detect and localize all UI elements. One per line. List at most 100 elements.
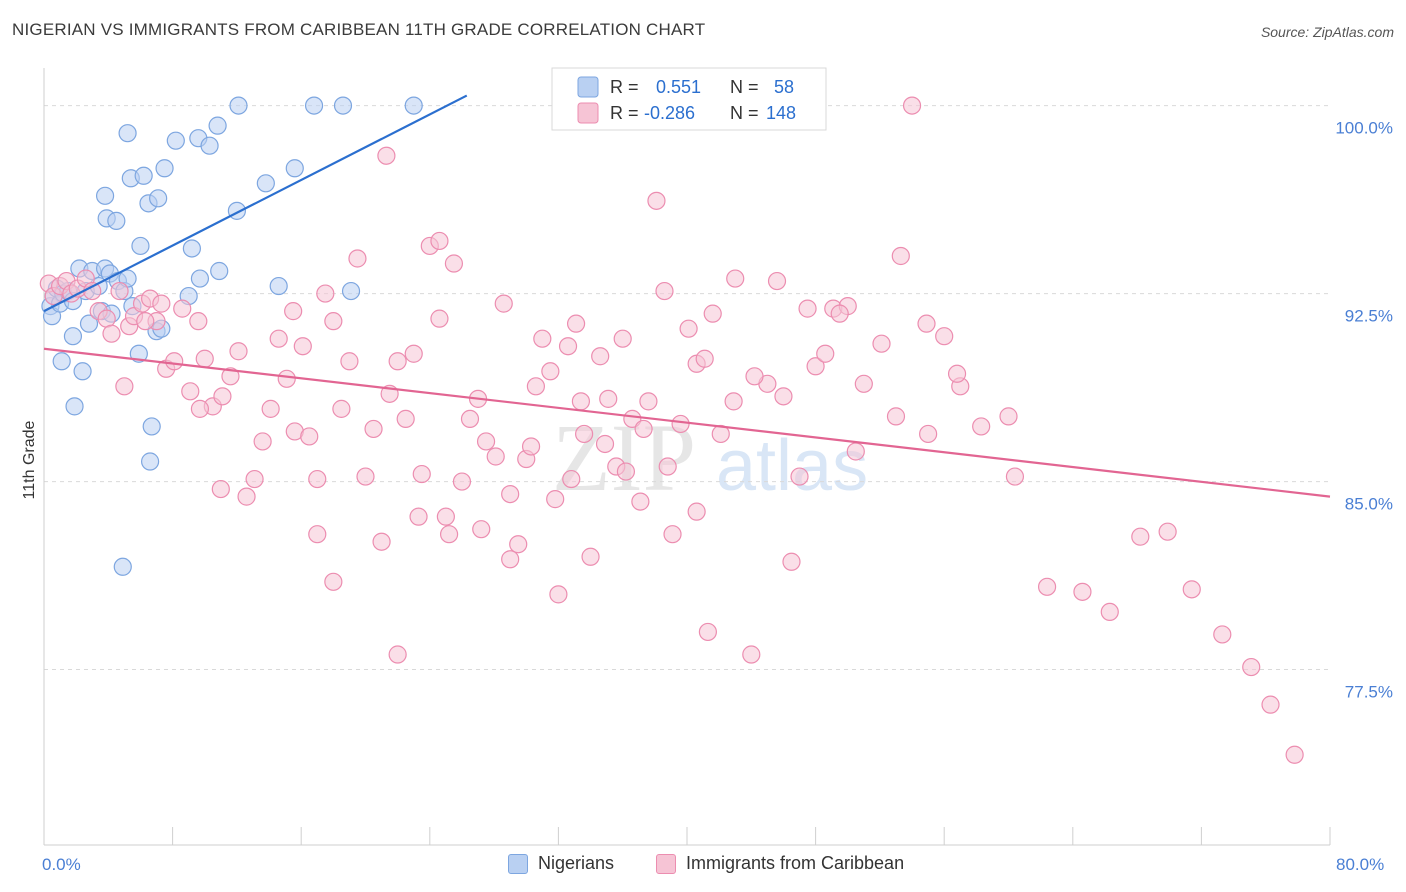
- caribbean-point-103: [999, 407, 1018, 426]
- caribbean-point-43: [364, 419, 383, 439]
- legend-swatch-nigerians: [577, 76, 599, 98]
- caribbean-point-28: [245, 469, 264, 489]
- caribbean-point-126: [595, 434, 615, 454]
- caribbean-point-80: [663, 525, 682, 544]
- nigerian-point-35: [149, 189, 168, 208]
- nigerian-point-25: [65, 397, 84, 416]
- caribbean-point-60: [501, 484, 520, 504]
- nigerian-point-29: [95, 186, 115, 205]
- caribbean-point-142: [1037, 577, 1057, 596]
- x-tick-label-max: 80.0%: [1336, 855, 1384, 874]
- caribbean-point-30: [261, 399, 280, 418]
- nigerian-point-31: [107, 211, 126, 230]
- caribbean-point-46: [388, 352, 407, 371]
- caribbean-point-120: [472, 520, 491, 539]
- nigerian-point-23: [129, 344, 148, 363]
- legend-swatch-caribbean-bottom: [656, 853, 676, 874]
- nigerian-point-40: [200, 136, 219, 155]
- caribbean-point-140: [972, 417, 991, 436]
- caribbean-point-138: [917, 314, 936, 333]
- nigerian-point-38: [182, 239, 201, 258]
- legend-item-nigerians: Nigerians: [508, 853, 614, 874]
- caribbean-point-82: [679, 319, 698, 338]
- caribbean-point-122: [521, 437, 541, 456]
- caribbean-point-144: [1100, 602, 1119, 622]
- watermark-atlas: atlas: [716, 426, 868, 506]
- caribbean-point-10: [102, 324, 121, 343]
- caribbean-point-69: [575, 424, 594, 444]
- legend-r-value-2: -0.286: [644, 103, 695, 123]
- legend-n-label-1: N =: [730, 77, 759, 97]
- caribbean-point-65: [541, 362, 560, 381]
- caribbean-point-70: [581, 547, 600, 566]
- legend-swatch-caribbean: [577, 102, 599, 124]
- caribbean-point-59: [494, 294, 513, 313]
- y-tick-label-3: 100.0%: [1335, 119, 1393, 138]
- caribbean-point-149: [1242, 657, 1261, 677]
- y-tick-labels: 77.5% 85.0% 92.5% 100.0%: [1335, 119, 1393, 702]
- trendlines: [43, 94, 1331, 498]
- caribbean-point-145: [1131, 527, 1150, 546]
- caribbean-point-18: [165, 352, 184, 371]
- caribbean-point-11: [110, 281, 129, 301]
- nigerian-point-37: [131, 236, 150, 256]
- nigerian-point-46: [333, 96, 353, 115]
- nigerian-point-45: [304, 96, 324, 115]
- nigerian-point-26: [142, 417, 161, 436]
- caribbean-point-90: [774, 387, 793, 406]
- caribbean-point-115: [308, 525, 327, 544]
- caribbean-point-61: [509, 535, 528, 554]
- caribbean-point-25: [221, 367, 240, 386]
- legend-r-value-1: 0.551: [656, 77, 701, 97]
- caribbean-point-7: [83, 281, 102, 301]
- legend-r-label-2: R =: [610, 103, 639, 123]
- caribbean-point-146: [1158, 522, 1177, 541]
- caribbean-point-38: [324, 312, 343, 331]
- caribbean-point-148: [1213, 625, 1232, 644]
- caribbean-point-135: [830, 304, 849, 323]
- caribbean-point-107: [377, 146, 396, 165]
- caribbean-point-121: [501, 550, 520, 569]
- caribbean-point-141: [1005, 467, 1025, 486]
- caribbean-point-29: [253, 432, 272, 451]
- watermark: ZIP atlas: [552, 404, 868, 511]
- caribbean-point-132: [724, 392, 743, 411]
- y-tick-label-1: 85.0%: [1345, 495, 1393, 514]
- nigerian-point-54: [269, 276, 288, 296]
- caribbean-point-68: [566, 314, 586, 333]
- caribbean-point-36: [308, 469, 327, 489]
- caribbean-point-66: [549, 585, 568, 604]
- nigerian-point-21: [52, 352, 71, 371]
- caribbean-point-34: [293, 337, 312, 356]
- caribbean-point-27: [237, 487, 256, 506]
- caribbean-point-87: [726, 269, 745, 288]
- y-tick-label-2: 92.5%: [1345, 307, 1393, 326]
- caribbean-point-116: [324, 572, 343, 591]
- caribbean-point-128: [634, 419, 653, 439]
- caribbean-point-9: [97, 309, 116, 328]
- nigerian-point-20: [63, 327, 83, 346]
- caribbean-point-133: [745, 367, 764, 386]
- caribbean-point-110: [115, 377, 134, 396]
- caribbean-point-57: [476, 432, 496, 451]
- caribbean-point-84: [695, 349, 714, 368]
- caribbean-point-137: [891, 246, 910, 266]
- caribbean-point-119: [439, 525, 459, 544]
- caribbean-point-64: [533, 329, 552, 348]
- caribbean-point-134: [767, 271, 787, 291]
- caribbean-point-78: [647, 191, 666, 210]
- caribbean-point-47: [396, 409, 415, 429]
- caribbean-point-55: [460, 409, 480, 429]
- caribbean-point-124: [562, 469, 581, 489]
- nigerian-point-44: [229, 96, 248, 115]
- caribbean-point-117: [388, 645, 407, 664]
- caribbean-point-24: [213, 387, 232, 406]
- caribbean-point-98: [846, 442, 865, 461]
- caribbean-point-72: [599, 389, 618, 408]
- caribbean-point-127: [616, 462, 636, 481]
- caribbean-point-114: [284, 302, 303, 321]
- y-tick-label-0: 77.5%: [1345, 683, 1393, 702]
- nigerian-point-28: [113, 557, 132, 576]
- legend-label-nigerians: Nigerians: [538, 853, 615, 873]
- caribbean-point-147: [1182, 580, 1201, 599]
